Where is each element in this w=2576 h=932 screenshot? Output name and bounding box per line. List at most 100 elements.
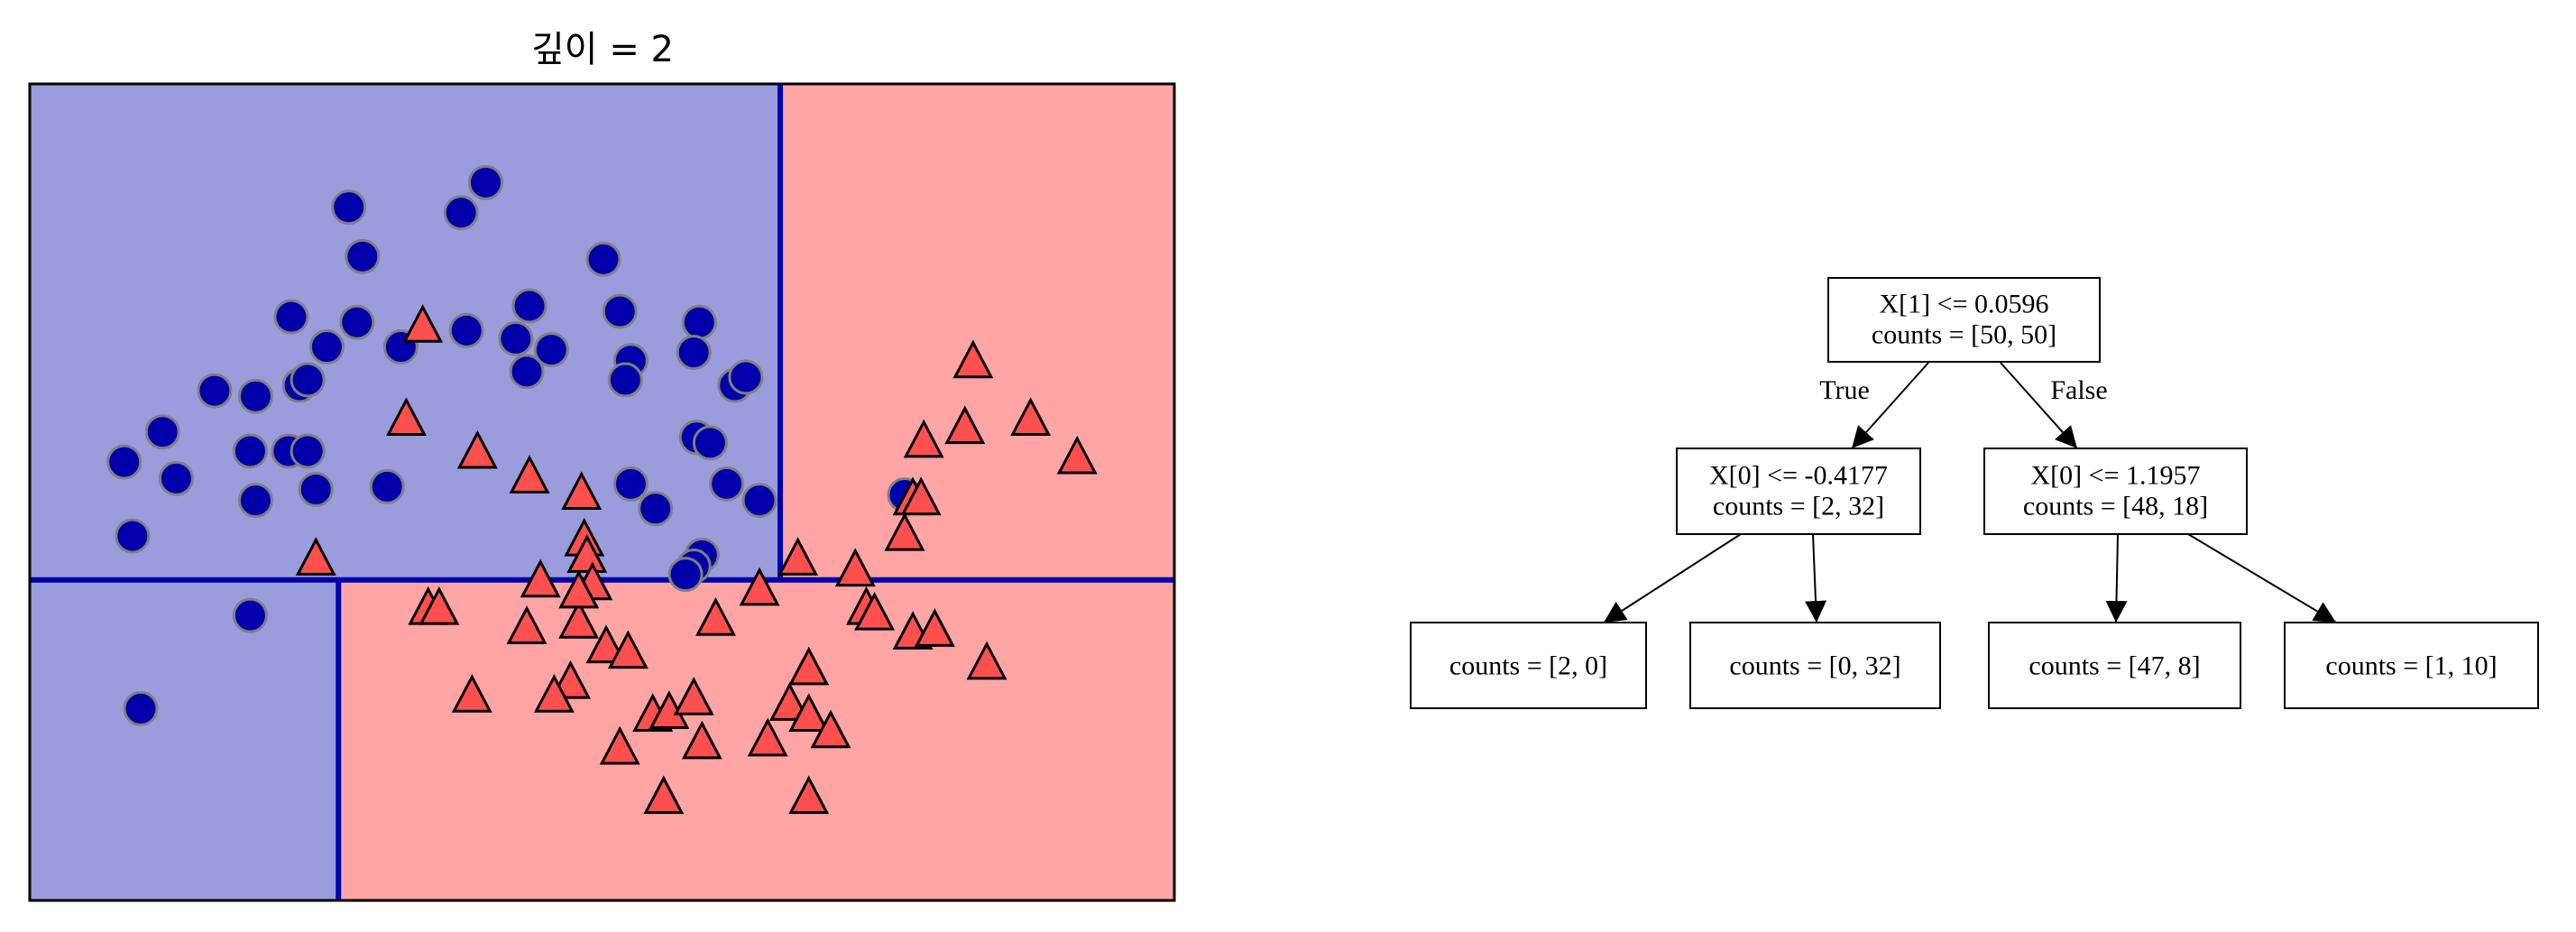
- data-point-class-1: [1056, 435, 1098, 475]
- node-text: X[0] <= -0.4177: [1709, 461, 1888, 491]
- data-point-class-1: [788, 775, 830, 815]
- data-point-class-1: [900, 476, 942, 516]
- data-point-class-1: [520, 558, 561, 598]
- data-point-class-1: [456, 429, 498, 469]
- data-point-class-0: [728, 359, 764, 395]
- tree-node-leaf4: counts = [1, 10]: [2284, 622, 2539, 709]
- data-point-class-1: [566, 534, 608, 573]
- data-point-class-1: [509, 455, 550, 494]
- data-point-class-1: [695, 597, 736, 636]
- data-point-class-1: [777, 537, 819, 576]
- data-point-class-1: [747, 717, 788, 757]
- node-box: [2284, 622, 2539, 709]
- tree-edge: [1851, 362, 1929, 449]
- node-box: [1827, 277, 2101, 363]
- data-point-class-1: [558, 600, 600, 639]
- data-point-class-1: [419, 586, 460, 625]
- data-point-class-1: [810, 709, 851, 749]
- tree-edge: [2105, 533, 2128, 623]
- tree-edge: [2187, 533, 2337, 623]
- data-point-class-1: [561, 471, 603, 511]
- data-point-class-1: [739, 567, 780, 606]
- data-point-class-1: [944, 405, 986, 445]
- data-point-class-0: [467, 164, 503, 200]
- node-text: counts = [48, 18]: [2023, 492, 2208, 521]
- data-point-class-0: [607, 362, 643, 398]
- data-point-class-1: [788, 693, 830, 733]
- data-point-class-0: [197, 373, 233, 409]
- node-text: X[1] <= 0.0596: [1880, 290, 2049, 319]
- data-point-class-1: [599, 725, 640, 765]
- data-point-class-0: [273, 299, 309, 335]
- data-point-class-0: [509, 354, 545, 390]
- edge-label-true: True: [1819, 375, 1870, 405]
- data-point-class-0: [144, 414, 180, 450]
- data-point-class-0: [585, 241, 621, 277]
- data-point-class-0: [237, 483, 273, 519]
- data-point-class-1: [681, 720, 722, 760]
- region-class-1: [780, 84, 1174, 580]
- data-point-class-1: [558, 569, 600, 609]
- data-point-class-0: [298, 471, 334, 507]
- data-point-class-1: [607, 630, 649, 669]
- data-point-class-0: [741, 483, 777, 519]
- data-point-class-0: [237, 378, 273, 414]
- plot-frame: [28, 82, 1176, 902]
- node-text: counts = [47, 8]: [2029, 651, 2200, 681]
- data-point-class-0: [533, 332, 569, 368]
- data-point-class-0: [158, 460, 194, 496]
- data-point-class-1: [673, 677, 714, 715]
- data-point-class-1: [643, 775, 685, 815]
- data-point-class-0: [115, 518, 151, 554]
- node-box: [1988, 622, 2241, 709]
- data-point-class-0: [443, 195, 479, 231]
- data-point-class-0: [369, 468, 405, 504]
- node-text: counts = [1, 10]: [2325, 651, 2497, 681]
- data-point-class-1: [295, 537, 336, 576]
- tree-node-leaf2: counts = [0, 32]: [1689, 622, 1941, 709]
- data-point-class-1: [914, 608, 955, 647]
- data-point-class-1: [1010, 397, 1052, 437]
- node-box: [1676, 448, 1921, 535]
- data-point-class-1: [402, 304, 444, 343]
- tree-edge: [2000, 362, 2078, 449]
- data-point-class-0: [345, 238, 381, 274]
- data-point-class-1: [451, 674, 492, 713]
- data-point-class-1: [768, 682, 810, 721]
- plot-title: 깊이 = 2: [531, 29, 674, 70]
- data-point-class-1: [834, 548, 876, 587]
- tree-edge: [1805, 533, 1827, 623]
- data-point-class-0: [681, 304, 717, 340]
- data-point-class-0: [667, 557, 704, 593]
- data-point-class-1: [585, 624, 627, 664]
- node-text: counts = [0, 32]: [1729, 651, 1900, 681]
- region-class-0: [30, 579, 339, 900]
- data-point-class-0: [308, 329, 345, 365]
- data-point-class-1: [884, 512, 925, 551]
- node-box: [1689, 622, 1941, 709]
- data-point-class-0: [339, 304, 375, 340]
- data-point-class-1: [788, 646, 830, 686]
- data-point-class-0: [331, 189, 367, 226]
- node-text: counts = [50, 50]: [1872, 320, 2056, 350]
- data-point-class-1: [903, 419, 944, 458]
- data-point-class-0: [612, 466, 649, 502]
- data-point-class-0: [232, 433, 268, 469]
- node-box: [1410, 622, 1647, 709]
- data-point-class-1: [385, 397, 427, 437]
- data-point-class-1: [854, 591, 896, 631]
- data-point-class-0: [709, 466, 745, 502]
- edge-label-false: False: [2050, 375, 2107, 405]
- data-point-class-1: [952, 339, 994, 379]
- tree-node-leaf1: counts = [2, 0]: [1410, 622, 1647, 709]
- node-box: [1983, 448, 2248, 535]
- data-point-class-1: [966, 641, 1007, 680]
- data-point-class-0: [511, 288, 547, 324]
- node-text: counts = [2, 0]: [1449, 651, 1607, 681]
- data-point-class-0: [498, 320, 534, 356]
- data-point-class-0: [602, 293, 638, 329]
- data-point-class-0: [676, 335, 712, 371]
